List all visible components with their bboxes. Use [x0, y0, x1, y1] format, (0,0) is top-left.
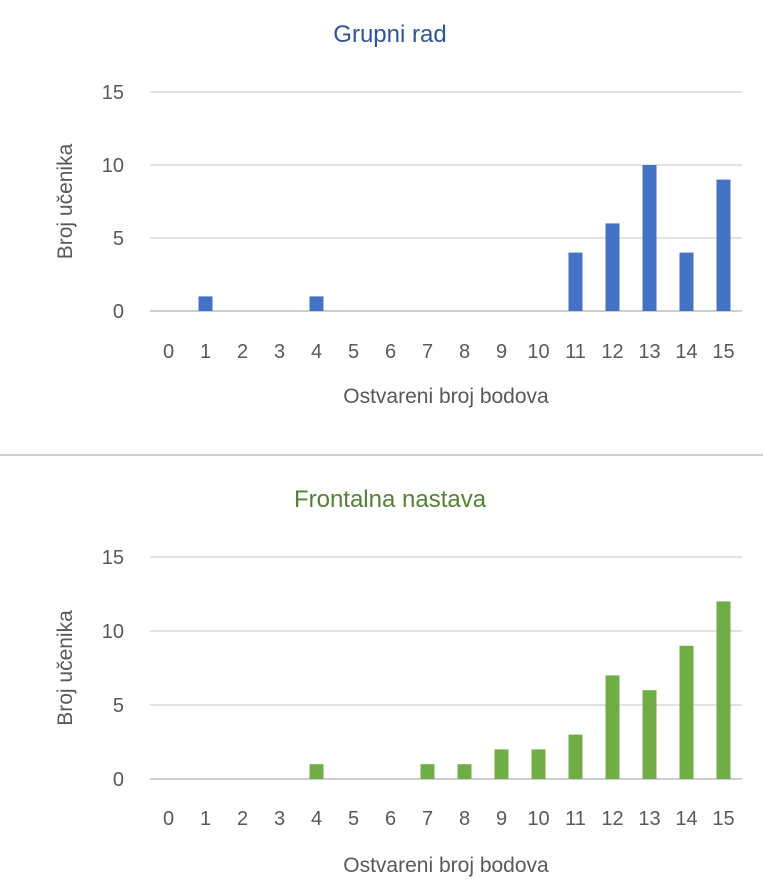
y-tick-label: 5: [113, 228, 124, 250]
bar-7: [420, 764, 435, 779]
x-tick-label: 0: [163, 808, 174, 830]
bar-14: [679, 252, 694, 311]
x-tick-label: 12: [601, 808, 623, 830]
y-axis-label: Broj učenika: [54, 610, 77, 726]
x-tick-label: 14: [675, 341, 697, 363]
x-axis-label: Ostvareni broj bodova: [343, 385, 549, 408]
y-tick-label: 15: [102, 547, 124, 569]
bar-12: [605, 223, 620, 311]
bar-12: [605, 675, 620, 779]
bar-11: [568, 734, 583, 779]
y-tick-label: 0: [113, 301, 124, 323]
y-tick-label: 5: [113, 695, 124, 717]
x-tick-label: 6: [385, 808, 396, 830]
x-tick-label: 11: [565, 341, 586, 363]
x-tick-label: 4: [311, 341, 322, 363]
x-tick-label: 13: [638, 808, 660, 830]
bar-9: [494, 749, 509, 779]
bar-13: [642, 690, 657, 779]
bar-10: [531, 749, 546, 779]
bar-4: [309, 764, 324, 779]
bar-13: [642, 165, 657, 311]
x-tick-label: 0: [163, 341, 174, 363]
x-axis-label: Ostvareni broj bodova: [343, 854, 549, 877]
x-tick-label: 7: [422, 341, 433, 363]
x-tick-label: 3: [274, 341, 285, 363]
x-tick-label: 9: [496, 341, 507, 363]
x-tick-label: 3: [274, 808, 285, 830]
x-tick-label: 6: [385, 341, 396, 363]
bar-15: [716, 179, 731, 311]
y-tick-label: 15: [102, 82, 124, 104]
x-tick-label: 5: [348, 808, 359, 830]
x-tick-label: 10: [527, 341, 549, 363]
x-tick-label: 8: [459, 808, 470, 830]
bar-11: [568, 252, 583, 311]
y-tick-label: 10: [102, 155, 124, 177]
bar-1: [198, 296, 213, 311]
x-tick-label: 4: [311, 808, 322, 830]
x-tick-label: 7: [422, 808, 433, 830]
x-tick-label: 10: [527, 808, 549, 830]
x-tick-label: 1: [200, 808, 211, 830]
chart-title: Grupni rad: [333, 21, 446, 48]
x-tick-label: 5: [348, 341, 359, 363]
y-axis-label: Broj učenika: [54, 143, 77, 259]
x-tick-label: 9: [496, 808, 507, 830]
x-tick-label: 15: [712, 808, 734, 830]
y-tick-label: 10: [102, 621, 124, 643]
chart-title: Frontalna nastava: [294, 486, 487, 513]
y-tick-label: 0: [113, 769, 124, 791]
x-tick-label: 12: [601, 341, 623, 363]
x-tick-label: 13: [638, 341, 660, 363]
bar-14: [679, 645, 694, 779]
x-tick-label: 8: [459, 341, 470, 363]
x-tick-label: 14: [675, 808, 697, 830]
bar-8: [457, 764, 472, 779]
x-tick-label: 2: [237, 808, 248, 830]
x-tick-label: 2: [237, 341, 248, 363]
bar-15: [716, 601, 731, 779]
x-tick-label: 15: [712, 341, 734, 363]
bar-4: [309, 296, 324, 311]
x-tick-label: 11: [565, 808, 586, 830]
x-tick-label: 1: [200, 341, 211, 363]
